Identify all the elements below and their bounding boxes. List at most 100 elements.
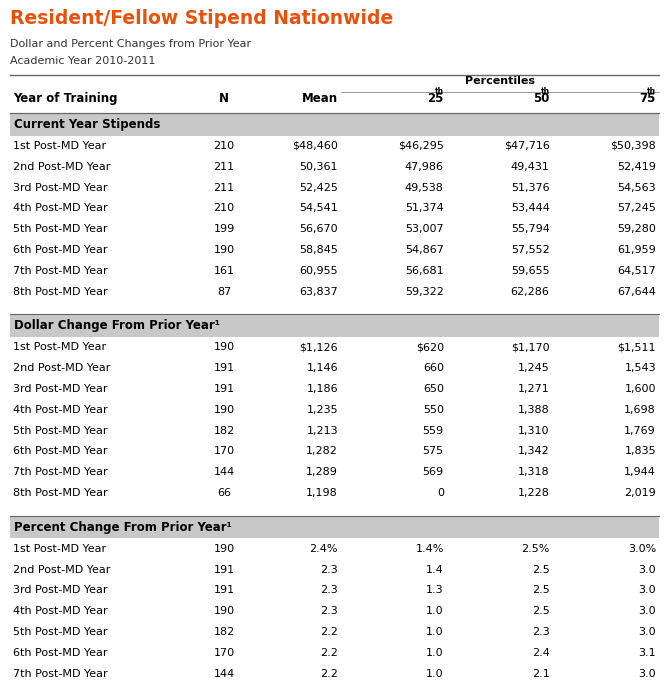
Text: 1.0: 1.0 [426,627,444,637]
Text: 2,019: 2,019 [624,488,656,498]
Text: 2nd Post-MD Year: 2nd Post-MD Year [13,363,110,373]
Text: 3.0%: 3.0% [628,544,656,554]
Text: th: th [647,86,656,95]
Text: 3.1: 3.1 [638,648,656,658]
Text: 54,867: 54,867 [405,245,444,255]
Text: 3rd Post-MD Year: 3rd Post-MD Year [13,182,108,193]
Text: 170: 170 [213,648,235,658]
Text: 6th Post-MD Year: 6th Post-MD Year [13,447,108,456]
Text: 6th Post-MD Year: 6th Post-MD Year [13,648,108,658]
Text: 56,670: 56,670 [299,224,338,234]
Text: 66: 66 [217,488,231,498]
Text: 144: 144 [213,467,235,477]
Text: $50,398: $50,398 [610,141,656,151]
Text: 47,986: 47,986 [405,162,444,172]
Text: 1.0: 1.0 [426,606,444,616]
Text: 2.2: 2.2 [320,627,338,637]
Text: 182: 182 [213,627,235,637]
Text: 191: 191 [213,363,235,373]
Text: 2.5%: 2.5% [521,544,549,554]
Text: 56,681: 56,681 [405,265,444,276]
Text: 191: 191 [213,384,235,394]
Text: 52,419: 52,419 [617,162,656,172]
Text: 182: 182 [213,425,235,436]
Text: 1,228: 1,228 [518,488,549,498]
Text: Percentiles: Percentiles [465,75,535,86]
Text: 1,310: 1,310 [518,425,549,436]
Text: Year of Training: Year of Training [13,92,118,105]
Text: 1,835: 1,835 [624,447,656,456]
Text: 1,769: 1,769 [624,425,656,436]
Text: 3rd Post-MD Year: 3rd Post-MD Year [13,384,108,394]
Text: 1st Post-MD Year: 1st Post-MD Year [13,141,106,151]
Text: 211: 211 [213,162,235,172]
Text: 2.3: 2.3 [320,565,338,574]
Text: 2.2: 2.2 [320,668,338,678]
Text: 2nd Post-MD Year: 2nd Post-MD Year [13,565,110,574]
Text: 190: 190 [213,342,235,353]
Bar [10,516,659,539]
Text: 58,845: 58,845 [299,245,338,255]
Text: 67,644: 67,644 [617,287,656,296]
Text: 3.0: 3.0 [638,668,656,678]
Text: 8th Post-MD Year: 8th Post-MD Year [13,488,108,498]
Text: 660: 660 [423,363,444,373]
Text: 1,342: 1,342 [518,447,549,456]
Text: Resident/Fellow Stipend Nationwide: Resident/Fellow Stipend Nationwide [10,9,393,28]
Text: 575: 575 [423,447,444,456]
Text: 87: 87 [217,287,231,296]
Bar [10,113,659,136]
Text: 191: 191 [213,565,235,574]
Text: 5th Post-MD Year: 5th Post-MD Year [13,425,108,436]
Text: 57,245: 57,245 [617,203,656,213]
Text: 57,552: 57,552 [511,245,549,255]
Text: th: th [435,86,444,95]
Text: 7th Post-MD Year: 7th Post-MD Year [13,668,108,678]
Text: 49,538: 49,538 [405,182,444,193]
Text: 3.0: 3.0 [638,606,656,616]
Text: Percent Change From Prior Year¹: Percent Change From Prior Year¹ [14,521,231,534]
Text: 4th Post-MD Year: 4th Post-MD Year [13,405,108,415]
Text: Mean: Mean [302,92,338,105]
Text: 3.0: 3.0 [638,585,656,595]
Text: 190: 190 [213,544,235,554]
Text: 199: 199 [213,224,235,234]
Text: 190: 190 [213,245,235,255]
Text: Academic Year 2010-2011: Academic Year 2010-2011 [10,56,155,66]
Text: $1,126: $1,126 [299,342,338,353]
Text: $47,716: $47,716 [504,141,549,151]
Text: 50,361: 50,361 [300,162,338,172]
Text: 1st Post-MD Year: 1st Post-MD Year [13,544,106,554]
Text: 2.5: 2.5 [532,606,549,616]
Text: 3.0: 3.0 [638,565,656,574]
Text: $1,511: $1,511 [617,342,656,353]
Text: 1.4%: 1.4% [415,544,444,554]
Text: 7th Post-MD Year: 7th Post-MD Year [13,467,108,477]
Text: 60,955: 60,955 [299,265,338,276]
Text: 1,944: 1,944 [624,467,656,477]
Text: 1,245: 1,245 [518,363,549,373]
Text: $48,460: $48,460 [292,141,338,151]
Text: 2.3: 2.3 [532,627,549,637]
Text: 1st Post-MD Year: 1st Post-MD Year [13,342,106,353]
Text: 1,146: 1,146 [306,363,338,373]
Text: 161: 161 [213,265,235,276]
Text: 1,271: 1,271 [518,384,549,394]
Text: 1,318: 1,318 [518,467,549,477]
Text: 5th Post-MD Year: 5th Post-MD Year [13,627,108,637]
Text: 1,289: 1,289 [306,467,338,477]
Text: 49,431: 49,431 [510,162,549,172]
Text: 1,388: 1,388 [518,405,549,415]
Text: $1,170: $1,170 [511,342,549,353]
Text: 25: 25 [427,92,444,105]
Text: 190: 190 [213,606,235,616]
Text: $46,295: $46,295 [398,141,444,151]
Text: 64,517: 64,517 [617,265,656,276]
Text: 63,837: 63,837 [299,287,338,296]
Text: 2nd Post-MD Year: 2nd Post-MD Year [13,162,110,172]
Text: 3rd Post-MD Year: 3rd Post-MD Year [13,585,108,595]
Text: 5th Post-MD Year: 5th Post-MD Year [13,224,108,234]
Text: 50: 50 [533,92,549,105]
Text: 3.0: 3.0 [638,627,656,637]
Text: 59,280: 59,280 [617,224,656,234]
